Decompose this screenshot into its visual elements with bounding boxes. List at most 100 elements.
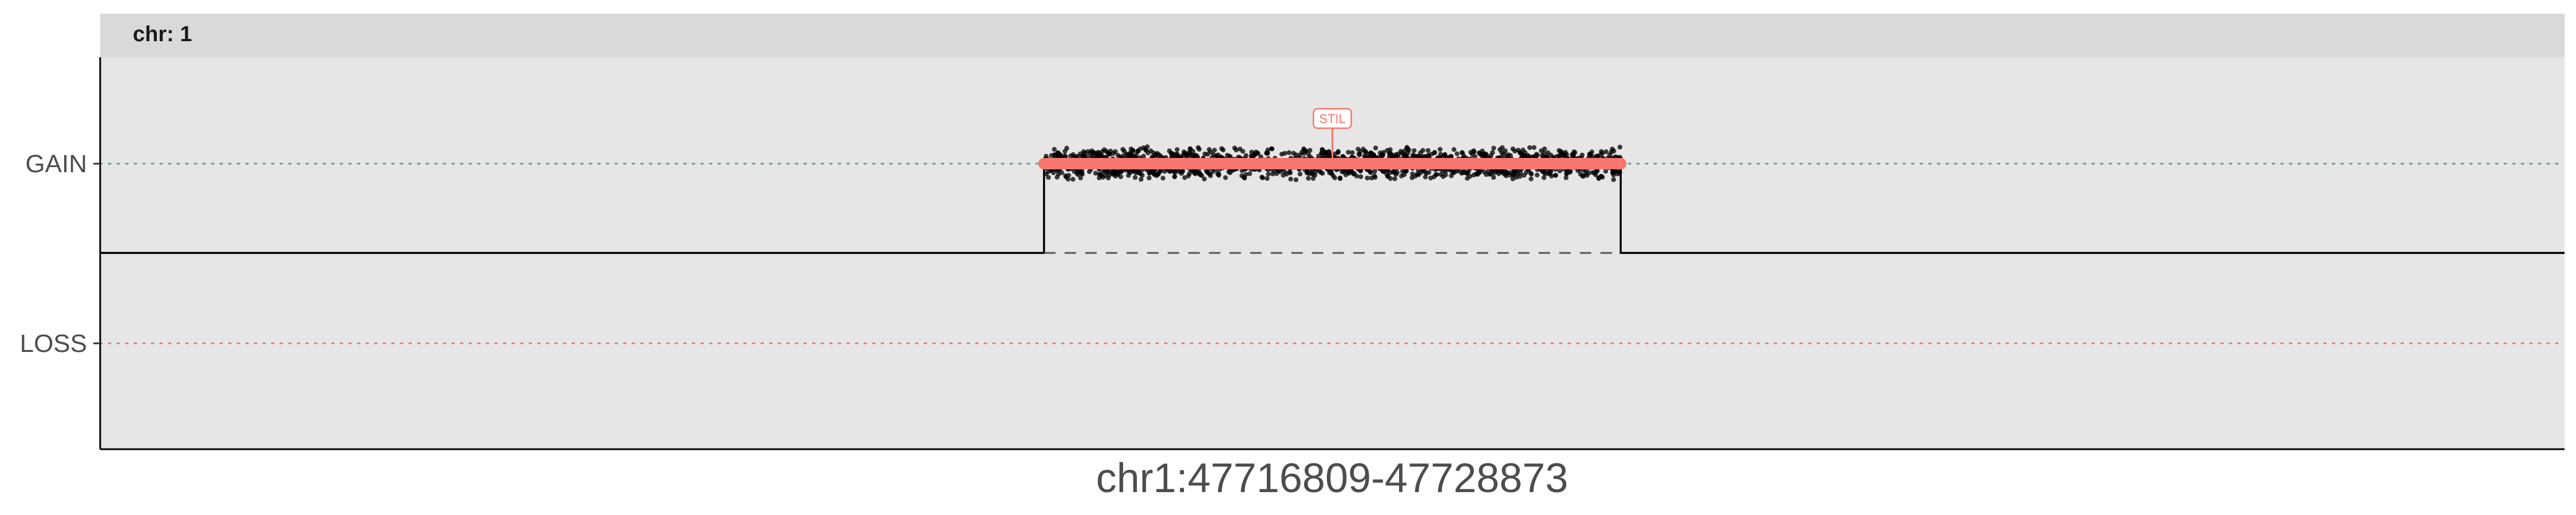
data-point (1243, 172, 1249, 177)
facet-strip (100, 14, 2565, 57)
data-point (1451, 147, 1457, 152)
data-point (1617, 170, 1622, 175)
data-point (1508, 172, 1513, 178)
data-point (1528, 176, 1534, 181)
data-point (1479, 152, 1484, 157)
data-point (1319, 147, 1325, 152)
data-point (1088, 150, 1093, 156)
data-point (1100, 169, 1105, 175)
data-point (1118, 174, 1124, 180)
data-point (1356, 151, 1362, 157)
data-point (1215, 152, 1221, 157)
data-point (1392, 176, 1397, 181)
data-point (1243, 153, 1249, 158)
data-point (1535, 172, 1540, 178)
data-point (1307, 148, 1313, 153)
data-point (1186, 150, 1191, 156)
data-point (1586, 170, 1591, 176)
data-point (1281, 173, 1286, 178)
data-point (1411, 152, 1416, 157)
data-point (1464, 176, 1470, 181)
data-point (1202, 176, 1207, 181)
data-point (1045, 169, 1051, 175)
data-point (1512, 168, 1517, 173)
data-point (1299, 149, 1305, 154)
data-point (1522, 153, 1528, 159)
data-point (1078, 175, 1083, 181)
data-point (1310, 176, 1316, 181)
data-point (1326, 149, 1332, 154)
data-point (1394, 170, 1400, 175)
data-point (1354, 173, 1360, 179)
data-point (1186, 173, 1191, 179)
data-point (1234, 147, 1239, 153)
data-point (1426, 170, 1432, 175)
data-point (1052, 146, 1057, 152)
data-point (1132, 175, 1138, 180)
data-point (1562, 153, 1567, 158)
data-point (1056, 150, 1061, 156)
data-point (1141, 153, 1146, 159)
facet-label: chr: 1 (133, 22, 192, 46)
data-point (1182, 149, 1187, 154)
data-point (1603, 149, 1609, 154)
data-point (1172, 174, 1178, 179)
data-point (1140, 173, 1145, 178)
data-point (1590, 154, 1595, 159)
data-point (1249, 153, 1254, 159)
data-point (1611, 177, 1616, 183)
data-point (1210, 169, 1215, 175)
data-point (1145, 150, 1151, 156)
data-point (1064, 175, 1069, 180)
data-point (1531, 145, 1536, 150)
data-point (1564, 171, 1569, 177)
x-axis-label: chr1:47716809-47728873 (1096, 455, 1568, 501)
data-point (1417, 154, 1423, 159)
data-point (1046, 175, 1051, 180)
data-point (1179, 171, 1184, 176)
data-point (1154, 173, 1159, 179)
data-point (1139, 177, 1144, 182)
data-point (1197, 170, 1202, 176)
data-point (1484, 172, 1489, 177)
data-point (1212, 148, 1217, 153)
data-point (1373, 145, 1378, 150)
data-point (1552, 173, 1558, 178)
data-point (1294, 152, 1299, 157)
data-point (1516, 148, 1521, 153)
data-point (1316, 153, 1321, 159)
data-point (1365, 175, 1370, 181)
data-point (1599, 149, 1604, 154)
data-point (1385, 148, 1390, 153)
data-point (1425, 148, 1431, 153)
data-point (1226, 169, 1231, 175)
data-point (1465, 171, 1470, 176)
data-point (1255, 150, 1261, 156)
data-point (1249, 149, 1254, 154)
data-point (1337, 175, 1343, 181)
data-point (1510, 176, 1515, 181)
data-point (1105, 175, 1111, 181)
data-point (1425, 154, 1430, 159)
data-point (1260, 175, 1266, 180)
data-point (1579, 152, 1585, 158)
data-point (1094, 153, 1100, 159)
data-point (1327, 153, 1332, 159)
data-point (1405, 150, 1411, 156)
data-point (1346, 149, 1351, 155)
data-point (1211, 152, 1216, 157)
data-point (1279, 152, 1285, 157)
data-point (1596, 176, 1601, 181)
data-point (1333, 151, 1338, 157)
data-point (1434, 172, 1439, 177)
data-point (1518, 174, 1523, 179)
data-point (1070, 177, 1076, 182)
data-point (1306, 176, 1311, 181)
data-point (1549, 173, 1554, 179)
data-point (1542, 146, 1547, 152)
data-point (1527, 154, 1532, 159)
data-point (1143, 146, 1148, 152)
data-point (1319, 150, 1324, 156)
